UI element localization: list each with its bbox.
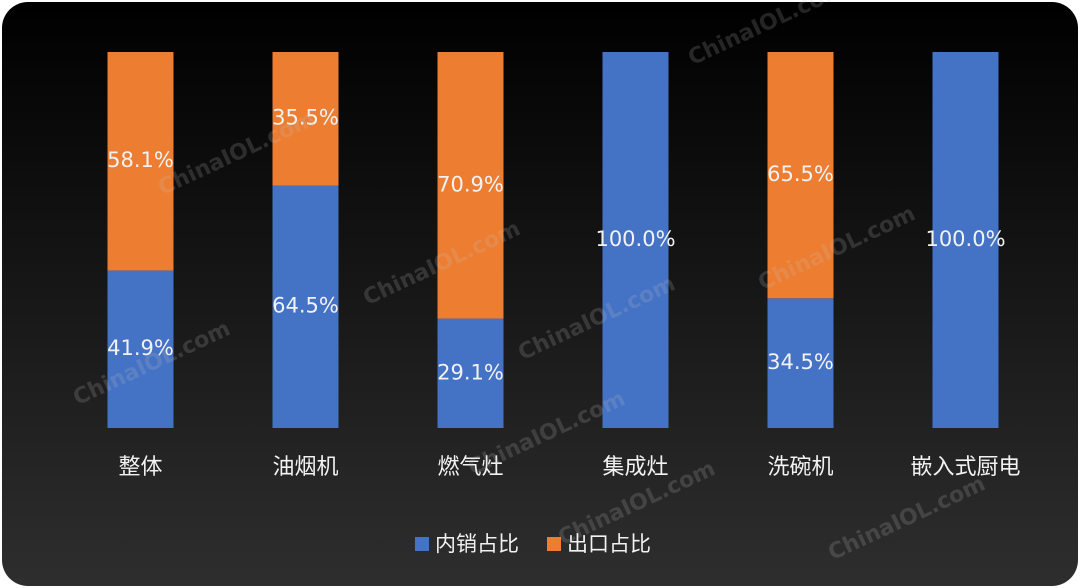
value-label: 35.5%	[272, 106, 339, 130]
value-label: 100.0%	[595, 227, 675, 251]
value-label: 64.5%	[272, 294, 339, 318]
legend-label: 内销占比	[435, 532, 519, 556]
bar-segment	[437, 318, 504, 428]
bar-segment	[107, 52, 174, 271]
bar-segment	[767, 298, 834, 428]
legend-swatch	[415, 537, 429, 551]
x-tick-label: 集成灶	[602, 455, 668, 480]
bar-segment	[272, 185, 339, 428]
x-tick-label: 嵌入式厨电	[910, 455, 1020, 480]
value-label: 70.9%	[437, 172, 504, 196]
bar-segment	[932, 52, 999, 428]
bar-segment	[107, 270, 174, 428]
bar-segment	[767, 52, 834, 299]
bar-segment	[272, 52, 339, 186]
bar-segment	[602, 52, 669, 428]
legend-label: 出口占比	[567, 532, 651, 556]
value-label: 41.9%	[107, 336, 174, 360]
value-label: 100.0%	[925, 227, 1005, 251]
x-tick-label: 燃气灶	[437, 455, 503, 480]
x-tick-label: 洗碗机	[767, 455, 833, 480]
value-label: 65.5%	[767, 162, 834, 186]
value-label: 29.1%	[437, 360, 504, 384]
value-label: 58.1%	[107, 148, 174, 172]
value-label: 34.5%	[767, 350, 834, 374]
bar-segment	[437, 52, 504, 319]
x-tick-label: 油烟机	[272, 455, 338, 480]
x-tick-label: 整体	[118, 455, 162, 480]
legend-swatch	[547, 537, 561, 551]
